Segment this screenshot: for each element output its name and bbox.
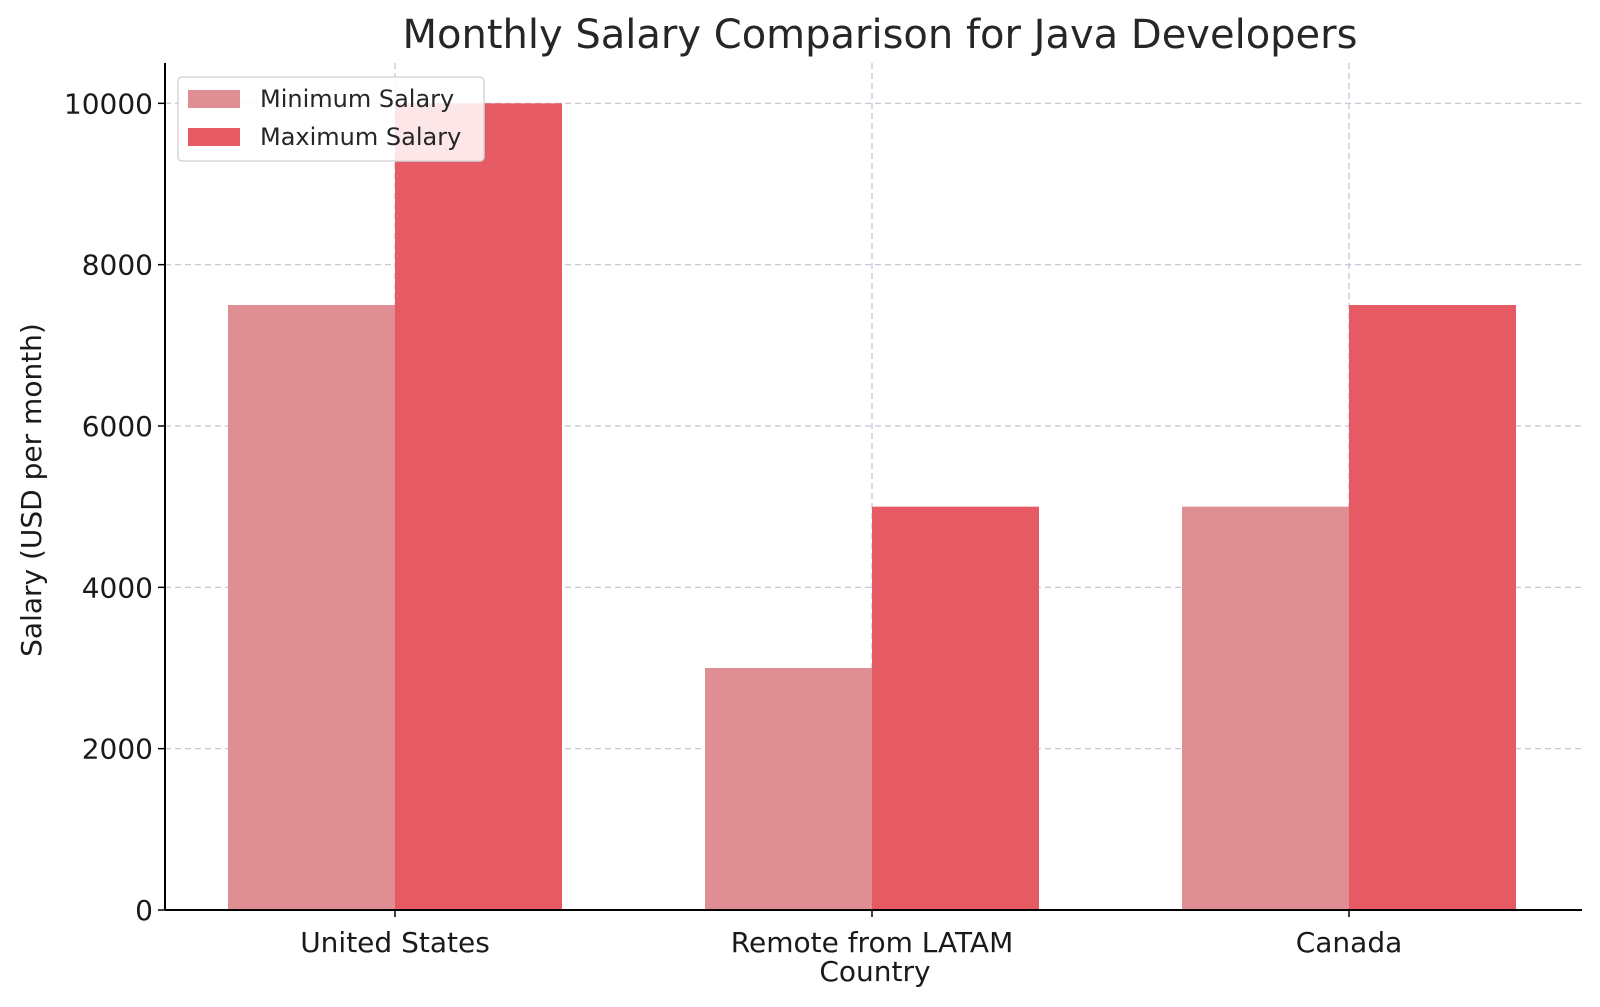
bar-maximum-2 xyxy=(1349,305,1516,910)
y-tick-label: 2000 xyxy=(82,733,153,766)
legend-swatch xyxy=(188,90,240,108)
x-tick-label: Canada xyxy=(1296,926,1403,959)
y-tick-label: 8000 xyxy=(82,249,153,282)
y-tick-label: 6000 xyxy=(82,410,153,443)
legend: Minimum Salary Maximum Salary xyxy=(177,76,485,162)
legend-swatch xyxy=(188,128,240,146)
y-tick-label: 0 xyxy=(135,894,153,927)
x-tick-label: Remote from LATAM xyxy=(731,926,1013,959)
y-tick-label: 4000 xyxy=(82,571,153,604)
x-tick-label: United States xyxy=(300,926,490,959)
bar-maximum-1 xyxy=(872,506,1039,910)
legend-box xyxy=(177,76,485,162)
tick-labels: 0 2000 4000 6000 8000 10000 United States Remot… xyxy=(64,87,1402,959)
axes xyxy=(158,63,1582,917)
legend-label: Maximum Salary xyxy=(260,123,461,151)
legend-label: Minimum Salary xyxy=(260,85,454,113)
chart-title: Monthly Salary Comparison for Java Devel… xyxy=(403,12,1358,58)
bar-minimum-1 xyxy=(705,668,872,910)
y-axis-label: Salary (USD per month) xyxy=(15,323,48,657)
bar-minimum-0 xyxy=(228,305,395,910)
y-tick-label: 10000 xyxy=(64,87,153,120)
bar-maximum-0 xyxy=(395,103,562,911)
bar-minimum-2 xyxy=(1182,506,1349,910)
x-axis-label: Country xyxy=(819,955,930,988)
bars xyxy=(228,103,1516,911)
